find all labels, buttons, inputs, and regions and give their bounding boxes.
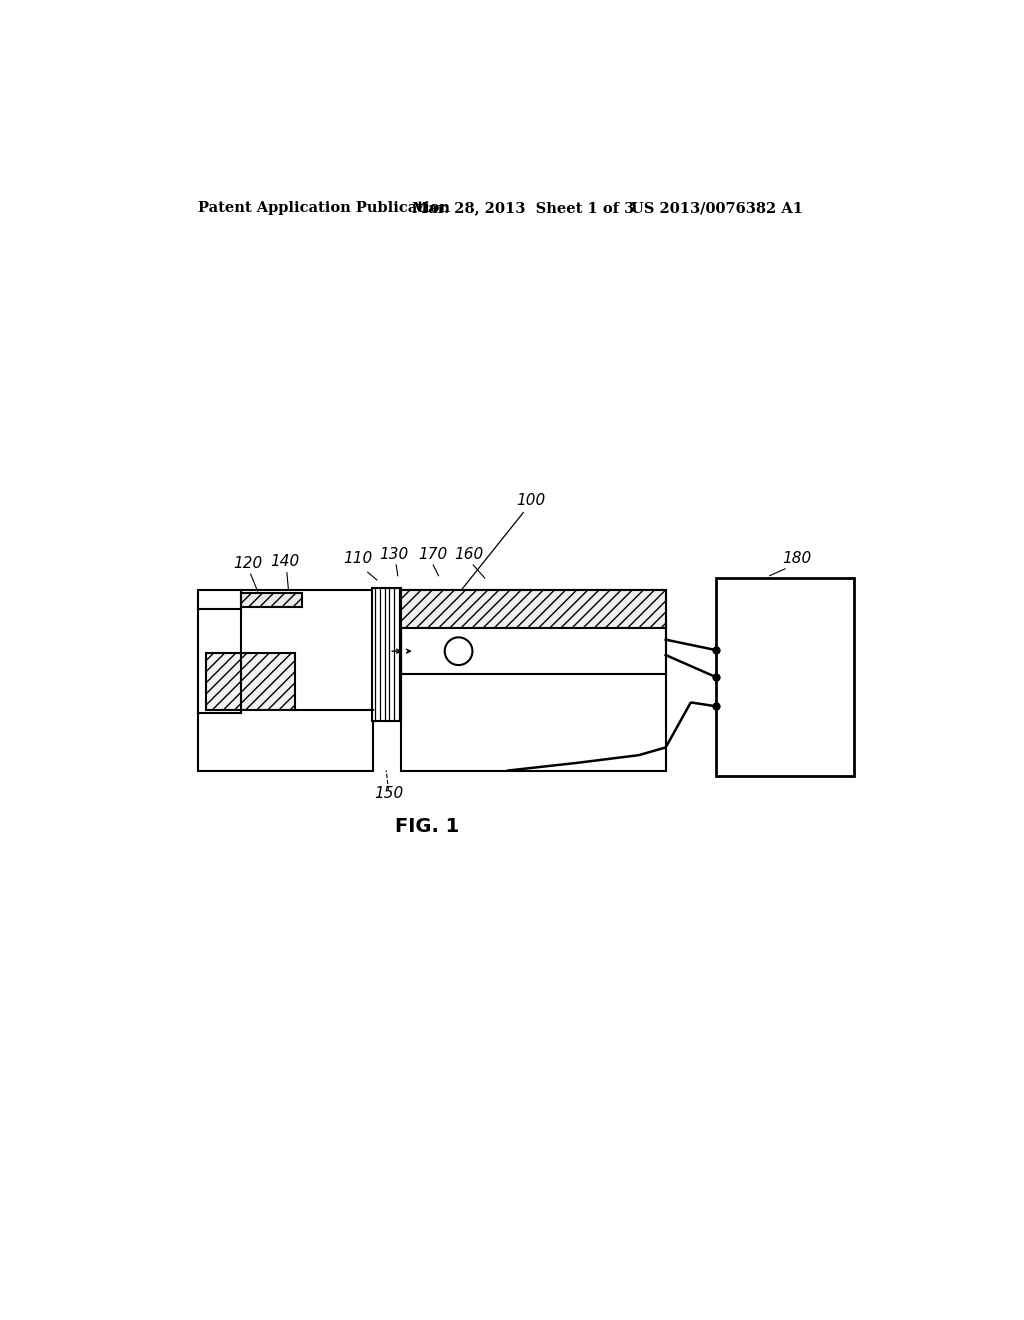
Text: 110: 110 xyxy=(343,550,373,566)
Text: Mar. 28, 2013  Sheet 1 of 3: Mar. 28, 2013 Sheet 1 of 3 xyxy=(412,202,634,215)
Bar xyxy=(241,594,302,607)
Text: 140: 140 xyxy=(270,554,299,569)
Bar xyxy=(372,589,400,721)
Text: 170: 170 xyxy=(419,546,447,562)
Bar xyxy=(400,590,666,628)
Text: 160: 160 xyxy=(455,546,484,562)
Text: Patent Application Publication: Patent Application Publication xyxy=(199,202,451,215)
Text: 130: 130 xyxy=(379,546,409,562)
Text: 100: 100 xyxy=(516,492,546,508)
Text: 150: 150 xyxy=(374,785,403,800)
Text: FIG. 1: FIG. 1 xyxy=(395,817,459,836)
Text: US 2013/0076382 A1: US 2013/0076382 A1 xyxy=(631,202,803,215)
Bar xyxy=(206,653,295,710)
Text: 120: 120 xyxy=(233,556,262,572)
Text: 180: 180 xyxy=(782,550,811,566)
